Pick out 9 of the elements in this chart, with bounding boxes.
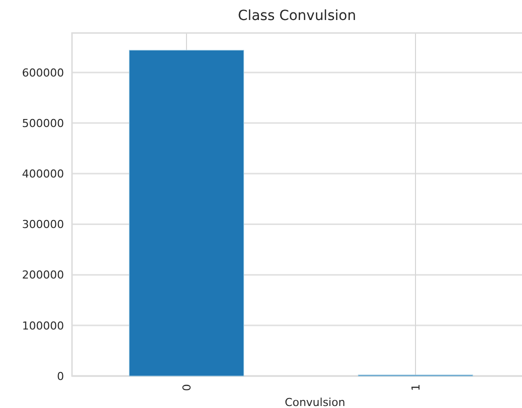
x-axis-title: Convulsion [284, 396, 346, 408]
x-tick-label: 1 [409, 384, 422, 391]
y-tick-label: 500000 [22, 116, 64, 130]
y-tick-label: 300000 [22, 218, 64, 232]
y-tick-label: 200000 [22, 268, 64, 282]
y-tick-label: 100000 [22, 319, 64, 332]
y-tick-label: 600000 [22, 66, 64, 80]
y-tick-label: 400000 [22, 167, 64, 180]
chart-title: Class Convulsion [238, 8, 356, 24]
